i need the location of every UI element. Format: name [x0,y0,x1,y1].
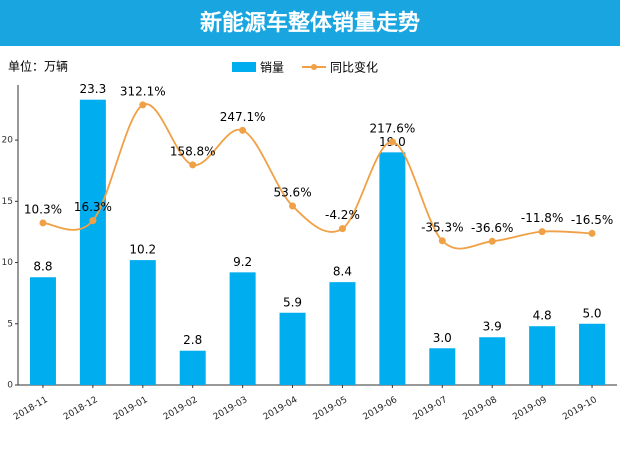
bar-value-label: 3.9 [483,320,502,334]
bar [29,277,56,385]
line-point [89,217,97,225]
unit-label: 单位：万辆 [8,59,68,74]
bar-value-label: 5.0 [582,306,601,320]
line-point [139,101,147,109]
bar [79,99,106,385]
bar [579,323,606,385]
line-point [538,228,546,236]
title-banner [0,0,620,46]
line-value-label: 247.1% [220,110,266,124]
bar-value-label: 10.2 [129,243,156,257]
bar [329,282,356,385]
line-point [189,161,197,169]
line-point [39,219,47,227]
line-value-label: -36.6% [471,221,513,235]
legend-swatch-dot [311,64,317,70]
x-tick-label: 2018-11 [12,395,50,422]
x-tick-label: 2019-05 [312,395,350,422]
line-value-label: -11.8% [521,211,563,225]
line-value-label: 10.3% [24,202,62,216]
chart-title: 新能源车整体销量走势 [200,10,420,36]
bar-value-label: 8.8 [33,260,52,274]
line-value-label: 53.6% [273,186,311,200]
bar-value-label: 4.8 [533,309,552,323]
x-tick-label: 2019-07 [411,395,449,422]
x-tick-label: 2019-02 [162,395,200,422]
x-tick-label: 2019-01 [112,395,150,422]
bar [229,272,256,385]
y-tick-label: 15 [2,197,13,207]
bar-value-label: 23.3 [80,82,107,96]
y-tick-label: 20 [2,136,14,146]
bar [179,350,206,385]
line-value-label: 158.8% [170,144,216,158]
bar [279,312,306,385]
line-point [588,229,596,237]
bar [379,152,406,385]
y-tick-label: 5 [7,319,13,329]
line [42,103,593,250]
y-tick-label: 10 [2,258,14,268]
line-point [239,126,247,134]
line-point [438,237,446,245]
x-tick-label: 2019-06 [362,395,400,423]
bar-value-label: 3.0 [433,331,452,345]
bar [429,348,456,385]
legend-label: 同比变化 [330,60,378,75]
bar-value-label: 9.2 [233,255,252,269]
line-value-label: 217.6% [369,121,415,135]
line-value-label: -16.5% [571,213,613,227]
bar-value-label: 5.9 [283,295,302,309]
bar-value-label: 2.8 [183,333,202,347]
bar [129,260,156,385]
line-value-label: -35.3% [421,220,463,234]
bar [479,337,506,385]
x-tick-label: 2018-12 [62,395,100,422]
bar-value-label: 8.4 [333,265,352,279]
line-value-label: -4.2% [325,208,360,222]
bar [529,326,556,385]
line-point [289,202,297,210]
line-point [488,237,496,245]
legend-label: 销量 [260,61,284,75]
x-tick-label: 2019-03 [212,395,250,422]
y-tick-label: 0 [7,381,13,391]
line-point [388,138,396,146]
x-tick-label: 2019-08 [461,395,499,423]
legend-swatch [232,62,256,72]
x-tick-label: 2019-09 [511,395,549,423]
line-value-label: 312.1% [120,84,166,98]
x-tick-label: 2019-10 [561,395,599,423]
x-tick-label: 2019-04 [262,395,300,423]
line-point [338,225,346,233]
line-value-label: 16.3% [74,200,112,214]
